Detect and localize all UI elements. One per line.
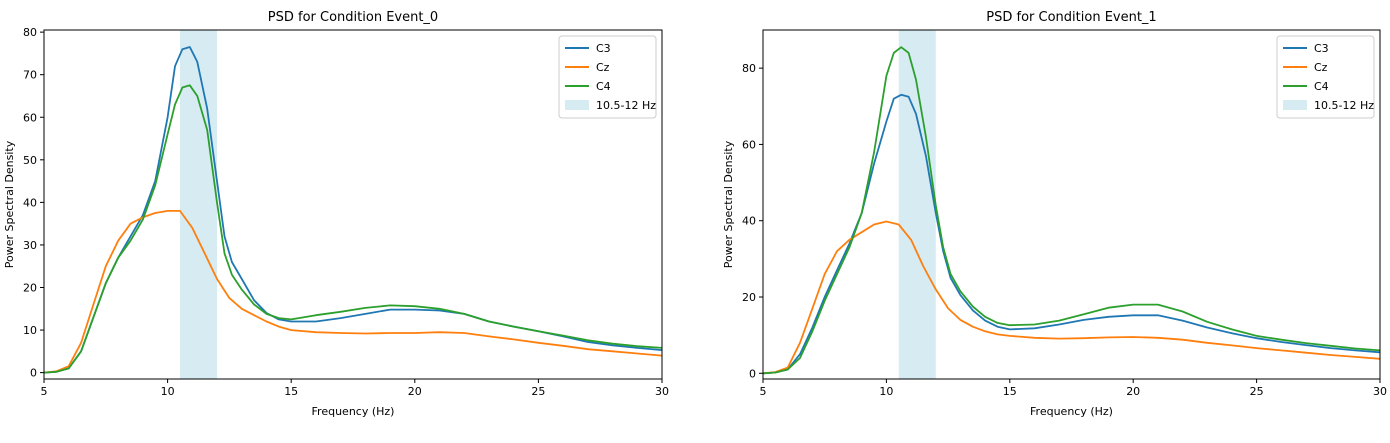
legend-label-c3: C3 xyxy=(1314,42,1329,55)
y-tick-label: 0 xyxy=(749,367,756,380)
legend-box xyxy=(558,35,657,119)
legend-label-band: 10.5-12 Hz xyxy=(1314,99,1374,112)
x-tick-label: 20 xyxy=(1126,385,1140,398)
x-tick-label: 15 xyxy=(1003,385,1017,398)
frequency-band xyxy=(179,30,218,379)
legend: C3 Cz C4 10.5-12 Hz xyxy=(558,35,657,119)
y-tick-label: 40 xyxy=(23,196,37,209)
chart-panel-event-0: 5 10 15 20 25 30 0 10 20 30 40 50 60 70 80 PSD for Cond… xyxy=(3,10,669,418)
chart-panel-event-1: 5 10 15 20 25 30 0 20 40 60 80 PSD for Condition Ev… xyxy=(722,10,1387,418)
x-tick-label: 15 xyxy=(284,385,298,398)
x-tick-label: 20 xyxy=(408,385,422,398)
x-tick-label: 30 xyxy=(655,385,669,398)
legend-label-cz: Cz xyxy=(596,61,610,74)
x-tick-label: 25 xyxy=(531,385,545,398)
y-tick-label: 40 xyxy=(742,215,756,228)
y-tick-label: 60 xyxy=(23,111,37,124)
y-tick-label: 50 xyxy=(23,154,37,167)
y-axis-label: Power Spectral Density xyxy=(722,140,735,268)
y-tick-label: 80 xyxy=(23,26,37,39)
y-tick-label: 70 xyxy=(23,69,37,82)
x-tick-label: 10 xyxy=(879,385,893,398)
x-tick-label: 25 xyxy=(1250,385,1264,398)
x-tick-label: 5 xyxy=(760,385,767,398)
y-axis-label: Power Spectral Density xyxy=(3,140,16,268)
chart-title: PSD for Condition Event_1 xyxy=(986,10,1156,25)
x-tick-label: 10 xyxy=(161,385,175,398)
series-line-c3 xyxy=(762,93,1381,375)
x-axis-label: Frequency (Hz) xyxy=(312,405,395,418)
y-tick-label: 60 xyxy=(742,138,756,151)
legend-swatch-band xyxy=(1283,100,1307,110)
series-line-c4 xyxy=(43,84,663,374)
legend-label-c3: C3 xyxy=(596,42,611,55)
y-tick-label: 30 xyxy=(23,239,37,252)
legend-swatch-band xyxy=(565,100,589,110)
legend-label-band: 10.5-12 Hz xyxy=(596,99,656,112)
legend-label-c4: C4 xyxy=(1314,80,1329,93)
series-line-cz xyxy=(43,209,663,374)
y-tick-label: 10 xyxy=(23,324,37,337)
x-tick-label: 30 xyxy=(1373,385,1387,398)
legend-label-cz: Cz xyxy=(1314,61,1328,74)
y-tick-label: 20 xyxy=(23,281,37,294)
legend-label-c4: C4 xyxy=(596,80,611,93)
legend-box xyxy=(1276,35,1375,119)
series-line-cz xyxy=(762,220,1381,375)
x-tick-label: 5 xyxy=(41,385,48,398)
axes-frame xyxy=(43,29,663,380)
x-axis-label: Frequency (Hz) xyxy=(1030,405,1113,418)
chart-title: PSD for Condition Event_0 xyxy=(268,10,438,25)
legend: C3 Cz C4 10.5-12 Hz xyxy=(1276,35,1375,119)
y-tick-label: 0 xyxy=(30,367,37,380)
series-line-c4 xyxy=(762,46,1381,375)
axes-frame xyxy=(762,29,1381,380)
y-tick-label: 80 xyxy=(742,62,756,75)
y-tick-label: 20 xyxy=(742,291,756,304)
